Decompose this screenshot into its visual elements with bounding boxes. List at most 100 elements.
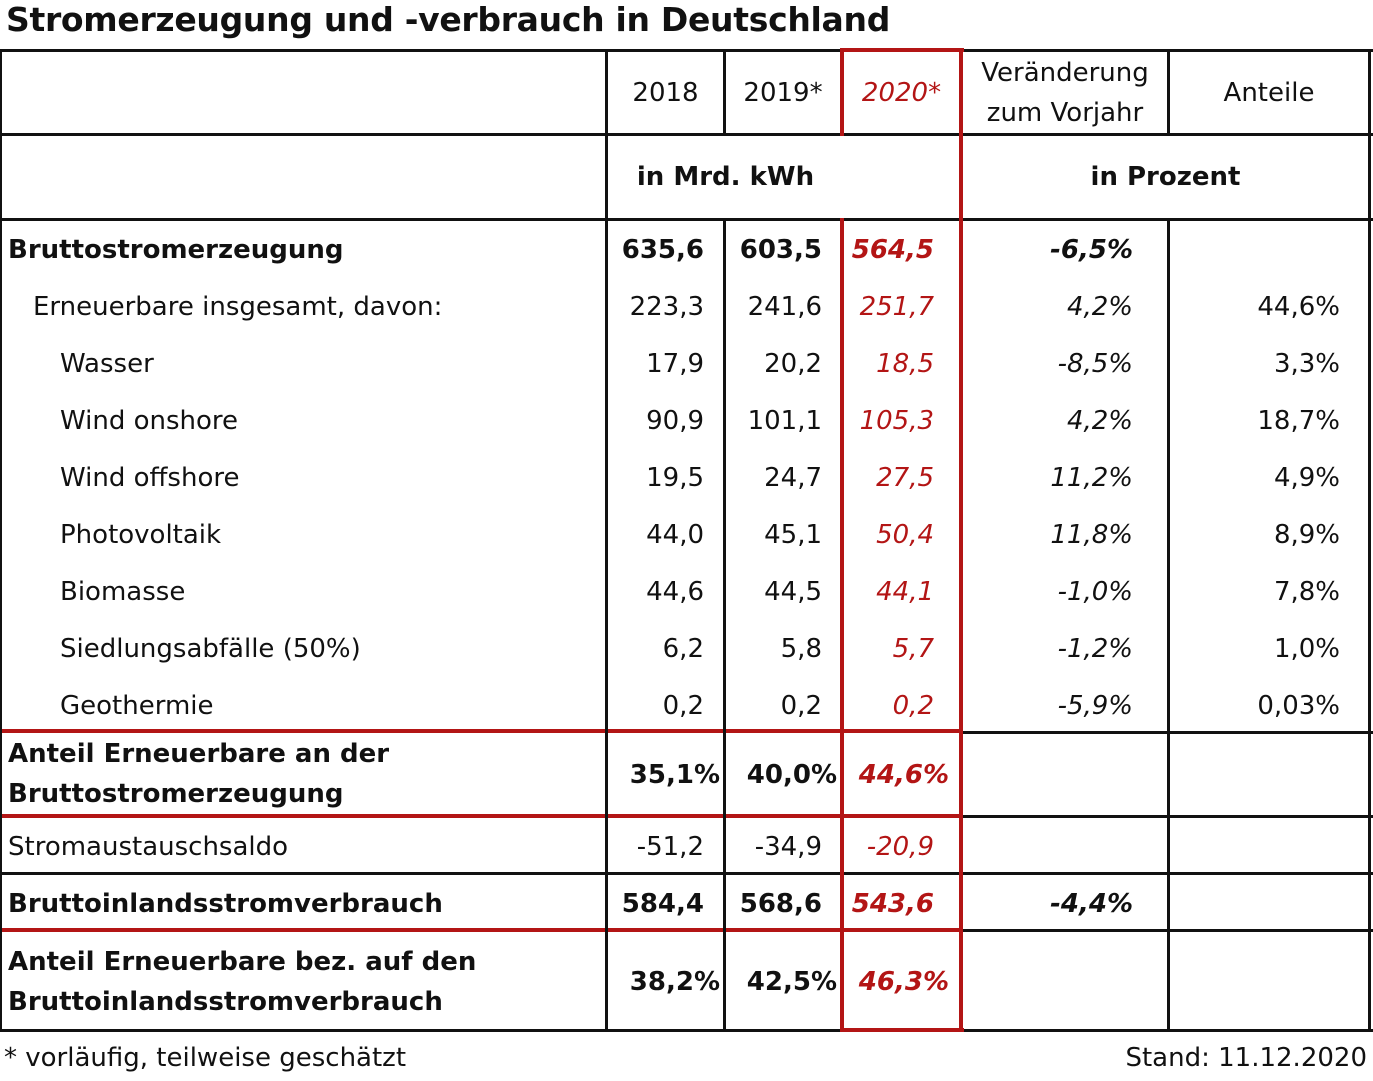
row-label: Bruttostromerzeugung xyxy=(8,235,344,265)
cell-2019: 0,2 xyxy=(780,691,822,721)
cell-share xyxy=(1170,229,1340,271)
row-divider-exchange xyxy=(0,872,1373,875)
row-label: Anteil Erneuerbare bez. auf den Bruttoin… xyxy=(8,940,598,1024)
cell-2020: 251,7 xyxy=(859,292,934,322)
cell-change: 11,8% xyxy=(1050,520,1133,550)
cell-change: 4,2% xyxy=(1066,406,1133,436)
row-label: Biomasse xyxy=(60,577,186,607)
red-column-right xyxy=(959,48,963,1032)
cell-2018: 584,4 xyxy=(621,889,704,919)
cell-share: 1,0% xyxy=(1273,634,1340,664)
red-divider-1 xyxy=(0,729,962,733)
cell-2018: 35,1% xyxy=(629,760,720,790)
row-label: Siedlungsabfälle (50%) xyxy=(60,634,361,664)
cell-2020: 44,6% xyxy=(858,760,949,790)
cell-2020: 0,2 xyxy=(892,691,934,721)
cell-change: -5,9% xyxy=(1057,691,1133,721)
header-change: Veränderung zum Vorjahr xyxy=(963,52,1167,134)
cell-2020: 564,5 xyxy=(851,235,934,265)
footnote: * vorläufig, teilweise geschätzt xyxy=(4,1043,407,1073)
cell-2020: 27,5 xyxy=(876,463,934,493)
cell-2019: 42,5% xyxy=(746,967,837,997)
col-divider-2018 xyxy=(723,218,726,1032)
cell-share: 8,9% xyxy=(1273,520,1340,550)
cell-2018: 223,3 xyxy=(629,292,704,322)
header-2020: 2020* xyxy=(861,78,942,108)
row-label: Geothermie xyxy=(60,691,214,721)
cell-2018: 38,2% xyxy=(629,967,720,997)
header-change-line1: Veränderung xyxy=(981,58,1149,88)
col-divider-label xyxy=(605,49,608,1032)
header-change-line2: zum Vorjahr xyxy=(986,98,1144,128)
header-divider xyxy=(0,133,1373,136)
header-2018: 2018 xyxy=(632,78,699,108)
cell-2020: 50,4 xyxy=(876,520,934,550)
col-divider-2018-head xyxy=(723,49,726,136)
cell-share: 44,6% xyxy=(1257,292,1340,322)
cell-2019: -34,9 xyxy=(754,832,822,862)
unit-row-divider xyxy=(0,218,1373,221)
row-label-line1: Anteil Erneuerbare an der xyxy=(8,739,390,769)
cell-2019: 44,5 xyxy=(764,577,822,607)
unit-percent: in Prozent xyxy=(1090,162,1241,192)
cell-2020: 18,5 xyxy=(876,349,934,379)
cell-2019: 24,7 xyxy=(764,463,822,493)
cell-2018: 44,0 xyxy=(646,520,704,550)
table-left-border xyxy=(0,49,2,1032)
row-label: Anteil Erneuerbare an der Bruttostromerz… xyxy=(8,734,598,814)
table-right-border xyxy=(1368,49,1371,1032)
cell-share: 7,8% xyxy=(1273,577,1340,607)
cell-share: 3,3% xyxy=(1273,349,1340,379)
cell-2018: 19,5 xyxy=(646,463,704,493)
cell-share: 18,7% xyxy=(1257,406,1340,436)
row-label-line2: Bruttoinlandsstromverbrauch xyxy=(8,987,443,1017)
cell-2019: 241,6 xyxy=(747,292,822,322)
stand-date: Stand: 11.12.2020 xyxy=(1125,1043,1367,1073)
cell-2019: 568,6 xyxy=(739,889,822,919)
row-label: Bruttoinlandsstromverbrauch xyxy=(8,889,443,919)
red-column-left xyxy=(840,218,844,1032)
cell-2018: 44,6 xyxy=(646,577,704,607)
cell-2020: 46,3% xyxy=(858,967,949,997)
col-divider-change-head xyxy=(1167,49,1170,136)
cell-2019: 5,8 xyxy=(780,634,822,664)
row-label: Photovoltaik xyxy=(60,520,222,550)
header-2019: 2019* xyxy=(743,78,823,108)
cell-2020: 44,1 xyxy=(876,577,934,607)
cell-change: 11,2% xyxy=(1050,463,1133,493)
cell-2020: 543,6 xyxy=(851,889,934,919)
cell-change: 4,2% xyxy=(1066,292,1133,322)
cell-2019: 101,1 xyxy=(747,406,822,436)
cell-2020: 5,7 xyxy=(892,634,934,664)
cell-share: 0,03% xyxy=(1257,691,1340,721)
row-label: Wasser xyxy=(60,349,154,379)
row-label-line2: Bruttostromerzeugung xyxy=(8,779,344,809)
row-label: Wind offshore xyxy=(60,463,240,493)
red-column-left-head xyxy=(840,48,844,136)
cell-2018: 635,6 xyxy=(621,235,704,265)
cell-2018: 0,2 xyxy=(662,691,704,721)
page-title: Stromerzeugung und -verbrauch in Deutsch… xyxy=(6,0,891,39)
cell-2019: 603,5 xyxy=(739,235,822,265)
cell-change: -1,2% xyxy=(1057,634,1133,664)
red-column-bottom xyxy=(840,1028,964,1032)
cell-change: -8,5% xyxy=(1057,349,1133,379)
row-label: Stromaustauschsaldo xyxy=(8,832,289,862)
cell-change: -1,0% xyxy=(1057,577,1133,607)
cell-2019: 20,2 xyxy=(764,349,822,379)
cell-change: -6,5% xyxy=(1050,235,1133,265)
unit-absolute: in Mrd. kWh xyxy=(636,162,815,192)
row-label: Wind onshore xyxy=(60,406,239,436)
col-divider-change xyxy=(1167,218,1170,1032)
red-column-top xyxy=(840,48,964,52)
cell-change: -4,4% xyxy=(1050,889,1133,919)
row-label-line1: Anteil Erneuerbare bez. auf den xyxy=(8,947,477,977)
header-shares: Anteile xyxy=(1223,78,1315,108)
cell-2018: 6,2 xyxy=(662,634,704,664)
cell-2019: 40,0% xyxy=(746,760,837,790)
cell-2020: 105,3 xyxy=(859,406,934,436)
cell-2018: 90,9 xyxy=(646,406,704,436)
row-label: Erneuerbare insgesamt, davon: xyxy=(33,292,443,322)
cell-share: 4,9% xyxy=(1273,463,1340,493)
